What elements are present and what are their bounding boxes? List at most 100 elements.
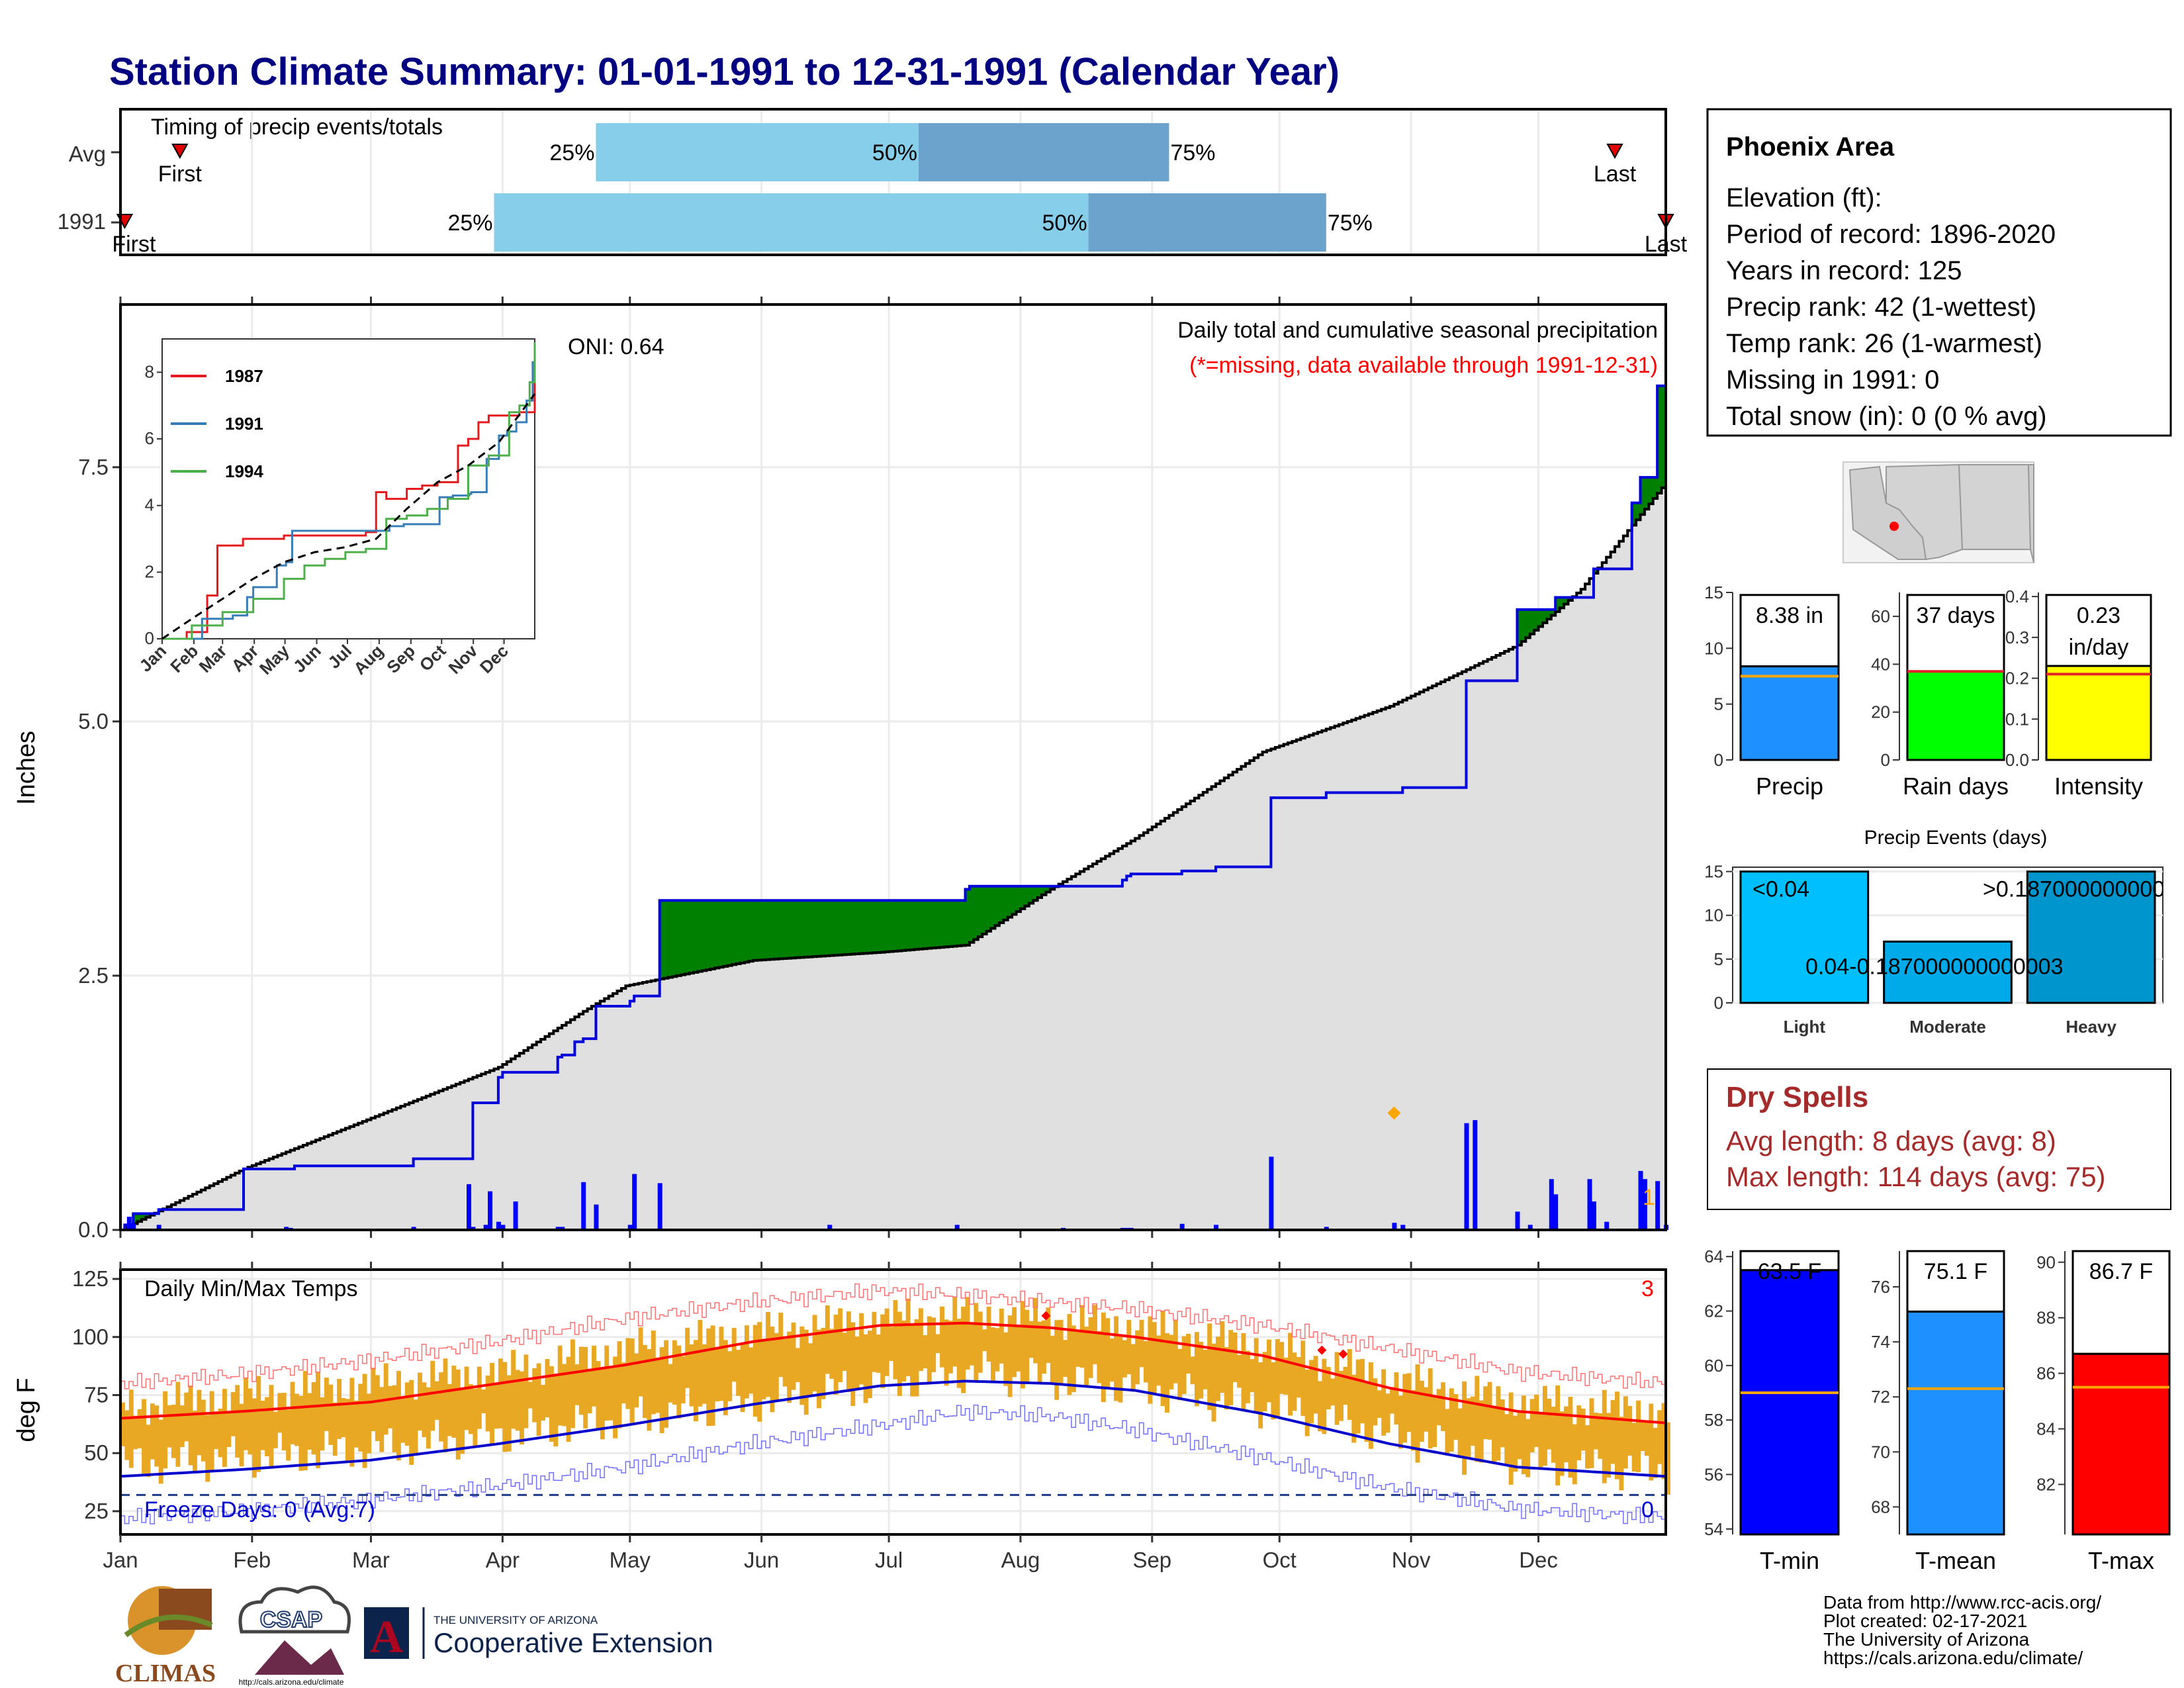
daily-precip-bar (1324, 1227, 1329, 1230)
daily-temp-range-bar (1479, 1400, 1484, 1463)
daily-temp-range-bar (1593, 1413, 1598, 1450)
daily-temp-range-bar (825, 1305, 830, 1374)
inset-series-average (161, 393, 536, 640)
temp-ytick-label: 75 (84, 1382, 109, 1407)
daily-temp-range-bar (1623, 1396, 1628, 1469)
daily-temp-range-bar (184, 1392, 189, 1442)
daily-temp-range-bar (447, 1383, 452, 1436)
daily-temp-range-bar (1585, 1425, 1590, 1469)
temp-summary-value-label: 63.5 F (1758, 1259, 1821, 1284)
events-bar (2026, 870, 2156, 1004)
daily-temp-range-bar (358, 1383, 363, 1452)
precip-surplus-fill (935, 900, 940, 948)
daily-temp-range-bar (527, 1382, 533, 1409)
temp-summary-ytick-label: 58 (1704, 1410, 1723, 1430)
precip-surplus-fill (791, 900, 796, 959)
precip-surplus-fill (905, 900, 911, 951)
timing-last-label: Last (1594, 162, 1637, 187)
daily-temp-range-bar (536, 1363, 541, 1436)
daily-temp-range-bar (651, 1330, 656, 1415)
daily-precip-bar (284, 1227, 289, 1230)
record-high-line (120, 1283, 1666, 1389)
inset-ytick-label: 4 (145, 495, 154, 515)
info-snow: Total snow (in): 0 (0 % avg) (1726, 402, 2047, 431)
temp-ytick-label: 100 (72, 1325, 109, 1349)
daily-precip-bar (1655, 1181, 1661, 1230)
daily-temp-range-bar (1250, 1359, 1255, 1393)
daily-temp-range-bar (1666, 1422, 1670, 1495)
temp-summary-value-label: 75.1 F (1924, 1259, 1987, 1284)
summary-ytick-label: 15 (1704, 583, 1723, 602)
daily-temp-range-bar (460, 1389, 465, 1454)
daily-precip-bar (1587, 1179, 1592, 1230)
daily-temp-range-bar (1649, 1403, 1654, 1481)
temp-summary-box (1739, 1250, 1840, 1272)
precip-panel: Inches 0.0 2.5 5.0 7.5 Daily total and cumu… (13, 297, 1668, 1242)
daily-temp-range-bar (736, 1350, 741, 1396)
daily-temp-range-bar (1079, 1305, 1085, 1368)
temp-ytick-label: 125 (72, 1266, 109, 1291)
daily-temp-range-bar (328, 1384, 334, 1445)
precip-surplus-fill (868, 900, 873, 953)
daily-precip-bar (555, 1227, 561, 1230)
month-label: Dec (1519, 1548, 1558, 1572)
daily-temp-range-bar (770, 1327, 775, 1413)
timing-q75-label: 75% (1328, 211, 1373, 236)
daily-temp-range-bar (863, 1334, 868, 1403)
daily-temp-range-bar (1194, 1332, 1199, 1407)
daily-temp-range-bar (625, 1338, 631, 1409)
daily-temp-range-bar (1619, 1417, 1624, 1491)
precip-surplus-fill (927, 900, 933, 949)
daily-temp-range-bar (829, 1329, 835, 1379)
daily-temp-range-bar (345, 1399, 350, 1463)
temp-summary-ytick-label: 72 (1871, 1387, 1890, 1407)
precip-surplus-fill (1564, 597, 1569, 604)
record-high-marker-icon (1317, 1345, 1327, 1355)
daily-temp-range-bar (715, 1348, 719, 1402)
daily-temp-range-bar (927, 1316, 932, 1384)
daily-temp-range-bar (1152, 1322, 1157, 1394)
temp-y-label: deg F (13, 1378, 40, 1442)
daily-precip-bar (1464, 1123, 1469, 1230)
precip-surplus-fill (821, 900, 826, 957)
inset-xtick-label: Mar (195, 641, 231, 677)
daily-temp-range-bar (918, 1308, 923, 1372)
precip-surplus-fill (1020, 886, 1026, 909)
daily-temp-range-bar (1322, 1358, 1327, 1434)
daily-precip-bar (156, 1225, 161, 1230)
precip-surplus-fill (991, 886, 996, 929)
daily-precip-bar (581, 1182, 586, 1230)
month-label: Jan (103, 1548, 138, 1572)
precip-surplus-fill (948, 900, 954, 947)
daily-temp-range-bar (1428, 1368, 1433, 1449)
precip-surplus-fill (863, 900, 868, 954)
daily-temp-range-bar (731, 1328, 737, 1382)
inset-xtick-label: Apr (228, 641, 263, 676)
daily-temp-range-bar (434, 1381, 439, 1420)
daily-precip-bar (500, 1225, 506, 1230)
precip-surplus-fill (1517, 609, 1522, 645)
daily-temp-range-bar (698, 1319, 703, 1407)
daily-temp-range-bar (1016, 1327, 1021, 1372)
daily-temp-range-bar (604, 1345, 610, 1421)
precip-surplus-fill (944, 900, 949, 947)
timing-last-marker-icon (1606, 144, 1623, 160)
daily-temp-range-bar (694, 1340, 698, 1422)
precip-surplus-fill (918, 900, 924, 949)
daily-temp-range-bar (295, 1393, 299, 1446)
precip-surplus-fill (1037, 886, 1042, 898)
precip-surplus-fill (1028, 886, 1034, 904)
precip-surplus-fill (761, 900, 766, 961)
daily-temp-range-bar (422, 1382, 427, 1437)
daily-temp-range-bar (1419, 1380, 1424, 1442)
precip-surplus-fill (1529, 609, 1535, 634)
inset-xtick-label: Nov (444, 641, 481, 678)
temp-panel: deg F 25 50 75 100 125 Daily Min/Max Temps F… (13, 1262, 1670, 1572)
precip-surplus-fill (778, 900, 784, 959)
daily-temp-range-bar (1500, 1399, 1505, 1448)
daily-temp-range-bar (608, 1368, 614, 1421)
daily-temp-range-bar (230, 1391, 236, 1436)
daily-temp-range-bar (1253, 1338, 1259, 1413)
daily-precip-bar (1473, 1120, 1478, 1230)
daily-precip-bar (1642, 1179, 1647, 1230)
